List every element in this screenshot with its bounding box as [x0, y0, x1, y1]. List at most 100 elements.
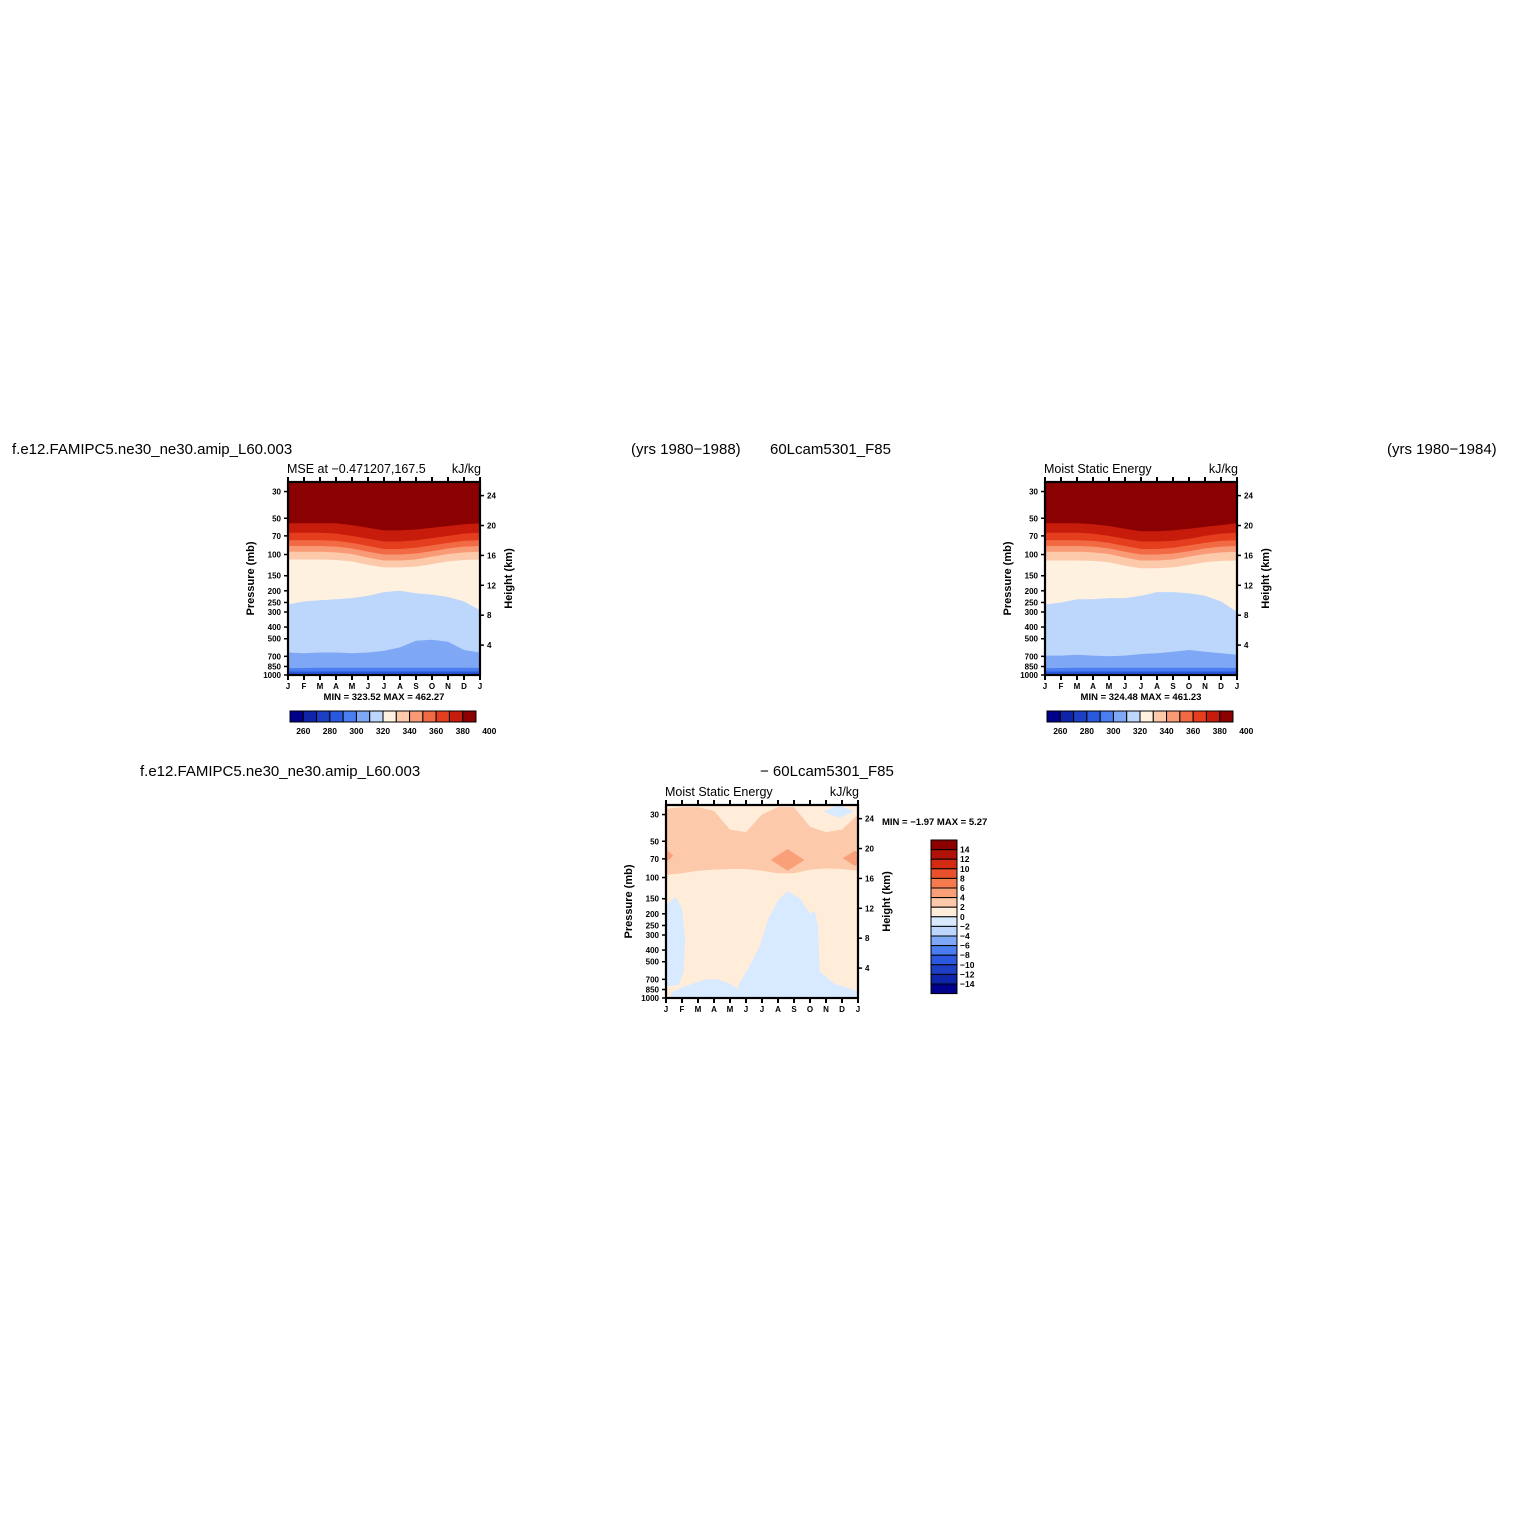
diff-fill [666, 805, 858, 998]
diff-xtick-label: F [680, 1005, 685, 1014]
diff-ytick-label: 50 [650, 837, 659, 846]
diff-colorbar-label: 0 [960, 912, 965, 922]
diff-ytick-label: 1000 [641, 994, 659, 1003]
diff-ytick-label: 250 [646, 921, 660, 930]
control-colorbar-box [1139, 710, 1154, 723]
diff-panel-title-left: Moist Static Energy [665, 785, 773, 799]
control-ytick-label: 300 [1025, 608, 1039, 617]
control-colorbar-box [1046, 710, 1061, 723]
case-colorbar-box [355, 710, 371, 723]
diff-ytick-right-label: 20 [865, 845, 874, 854]
control-xtick-label: M [1074, 682, 1081, 690]
case-colorbar-label: 280 [323, 726, 337, 736]
control-colorbar-label: 360 [1186, 726, 1200, 736]
diff-xtick-label: J [664, 1005, 668, 1014]
control-ytick-right-label: 20 [1244, 522, 1253, 531]
diff-ytick-right-label: 16 [865, 874, 874, 883]
case-ytick-label: 700 [268, 652, 282, 661]
case-fill [288, 482, 480, 675]
case-colorbar-box [369, 710, 384, 723]
control-ytick-label: 100 [1025, 551, 1039, 560]
control-years-header: (yrs 1980−1984) [1387, 441, 1497, 458]
case-ytick-label: 300 [268, 608, 282, 617]
case-colorbar-box [382, 710, 397, 723]
diff-colorbar-box [930, 849, 958, 860]
diff-colorbar-box [930, 925, 958, 937]
case-colorbar-box [316, 710, 331, 723]
case-ylabel: Pressure (mb) [245, 541, 257, 615]
diff-colorbar-label: −4 [960, 931, 970, 941]
diff-colorbar-box [930, 935, 958, 947]
diff-xtick-label: M [695, 1005, 702, 1014]
control-ytick-label: 70 [1029, 532, 1038, 541]
diff-colorbar-label: 4 [960, 893, 965, 903]
case-ytick-label: 850 [268, 662, 282, 671]
control-colorbar-box [1099, 710, 1114, 723]
diff-blob-positive [666, 849, 674, 863]
diff-ytick-label: 30 [650, 811, 659, 820]
case-ytick-right-label: 12 [487, 581, 496, 590]
control-panel-title-left: Moist Static Energy [1044, 462, 1152, 476]
diff-panel-title-units: kJ/kg [829, 785, 859, 799]
control-colorbar-box [1112, 710, 1128, 723]
case-ytick-right-label: 24 [487, 492, 496, 501]
diff-colorbar-label: −14 [960, 979, 975, 989]
control-colorbar-box [1152, 710, 1168, 723]
control-ytick-label: 200 [1025, 587, 1039, 596]
case-xtick-label: J [286, 682, 290, 690]
diff-xtick-label: S [791, 1005, 797, 1014]
control-colorbar-box [1126, 710, 1141, 723]
diff-xtick-label: M [727, 1005, 734, 1014]
case-ytick-label: 30 [272, 488, 281, 497]
diff-colorbar-box [930, 887, 958, 899]
diff-xtick-label: J [760, 1005, 764, 1014]
case-colorbar-label: 380 [456, 726, 470, 736]
control-xtick-label: O [1186, 682, 1192, 690]
diff-case-name-header: f.e12.FAMIPC5.ne30_ne30.amip_L60.003 [140, 763, 421, 780]
case-xtick-label: A [397, 682, 403, 690]
diff-colorbar-label: −10 [960, 960, 975, 970]
control-xtick-label: S [1170, 682, 1176, 690]
control-xtick-label: N [1202, 682, 1208, 690]
diff-region-negative [738, 891, 858, 998]
case-minmax-text: MIN = 323.52 MAX = 462.27 [324, 692, 445, 703]
case-ytick-label: 100 [268, 551, 282, 560]
case-ytick-label: 150 [268, 572, 282, 581]
control-ytick-right-label: 12 [1244, 581, 1253, 590]
diff-ytick-right-label: 4 [865, 964, 870, 973]
control-ytick-label: 50 [1029, 514, 1038, 523]
control-ytick-right-label: 8 [1244, 611, 1249, 620]
diff-ytick-label: 200 [646, 910, 660, 919]
diff-ytick-label: 150 [646, 895, 660, 904]
control-ylabel-right: Height (km) [1260, 548, 1272, 609]
control-colorbar: 260 280 300 320 340 360 380 400 [1046, 710, 1254, 736]
diff-band-positive [666, 807, 858, 875]
case-colorbar-box [329, 710, 344, 723]
diff-ytick-label: 100 [646, 874, 660, 883]
control-name-header: 60Lcam5301_F85 [770, 441, 891, 458]
diff-region-negative [666, 897, 686, 987]
control-ytick-label: 150 [1025, 572, 1039, 581]
control-fill [1045, 482, 1237, 675]
diff-colorbar-label: 12 [960, 854, 970, 864]
case-ytick-label: 250 [268, 598, 282, 607]
diff-colorbar-label: 2 [960, 902, 965, 912]
control-xtick-label: D [1218, 682, 1224, 690]
diff-xtick-label: J [856, 1005, 860, 1014]
case-ytick-right-label: 4 [487, 641, 492, 650]
case-xtick-label: J [366, 682, 370, 690]
diff-ytick-label: 850 [646, 985, 660, 994]
diff-xtick-label: D [839, 1005, 845, 1014]
diff-colorbar-box [930, 945, 958, 956]
diff-colorbar-box [930, 973, 958, 985]
case-minmax: MIN = 323.52 MAX = 462.27 [324, 692, 445, 703]
control-colorbar-label: 260 [1053, 726, 1067, 736]
control-ylabel: Pressure (mb) [1002, 541, 1014, 615]
diff-xtick-label: J [744, 1005, 748, 1014]
case-ytick-label: 200 [268, 587, 282, 596]
control-colorbar-box [1179, 710, 1194, 723]
diff-ylabel-right: Height (km) [881, 871, 893, 932]
